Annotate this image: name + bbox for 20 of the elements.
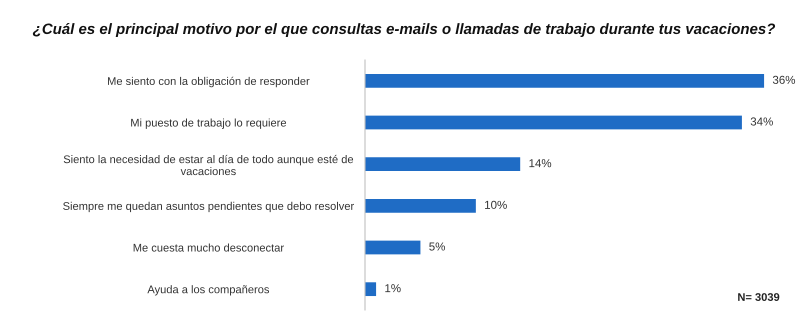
y-tick-label: Mi puesto de trabajo lo requiere xyxy=(131,118,286,129)
y-tick-label: Me cuesta mucho desconectar xyxy=(134,243,284,252)
bar xyxy=(365,116,742,130)
y-tick-label: Siento la necesidad de estar al día de todo aunque esté de vacaciones xyxy=(64,154,354,176)
data-label: 10% xyxy=(485,200,507,209)
data-label: 5% xyxy=(429,242,446,251)
data-label: 1% xyxy=(385,284,401,292)
y-tick-label: Siempre me quedan asuntos pendientes que debo resolver xyxy=(63,202,354,212)
data-label: 14% xyxy=(529,159,552,168)
data-label: 34% xyxy=(750,117,773,126)
bar xyxy=(365,282,376,296)
y-tick-label: Ayuda a los compañeros xyxy=(147,285,270,296)
bar xyxy=(365,198,476,213)
bar xyxy=(365,157,520,172)
annotation: N= 3039 xyxy=(738,293,780,301)
y-tick-label: Me siento con la obligación de responder xyxy=(108,76,310,88)
bar xyxy=(365,74,764,88)
data-label: 36% xyxy=(772,76,796,84)
chart-title: ¿Cuál es el principal motivo por el que consultas e-mails o llamadas de trabajo durante tus vacaciones? xyxy=(32,22,776,38)
bar xyxy=(365,240,420,254)
